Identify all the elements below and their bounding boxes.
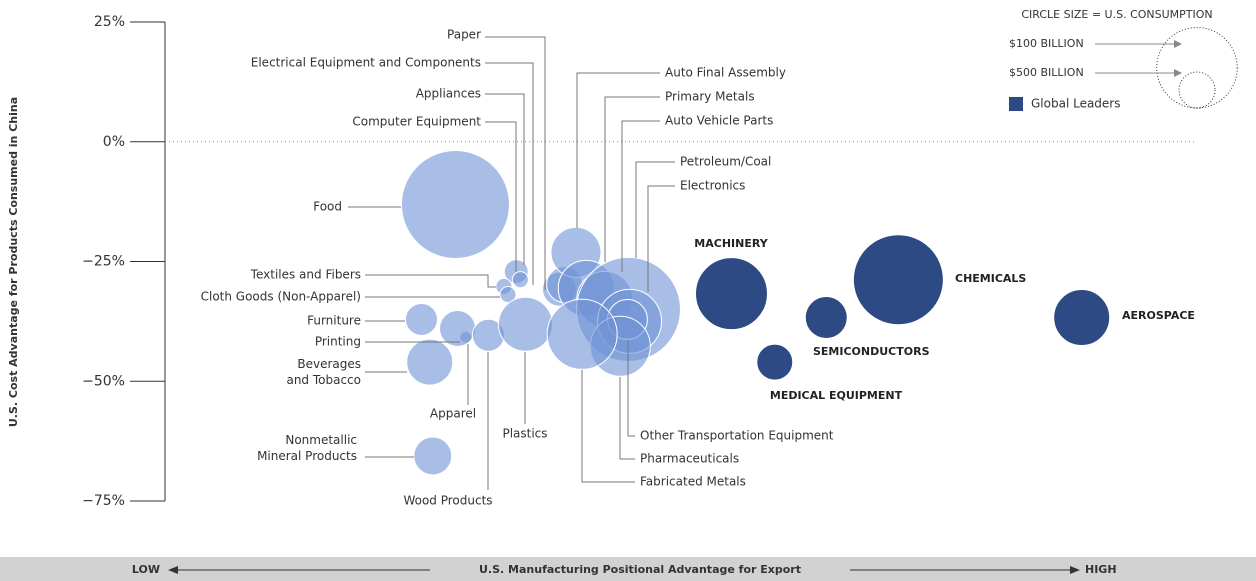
leader-label: AEROSPACE (1122, 309, 1195, 322)
bubble-label: Beverages and Tobacco (286, 357, 361, 387)
bubble-label: Other Transportation Equipment (640, 429, 834, 443)
legend-label: Global Leaders (1031, 97, 1121, 111)
legend-swatch (1009, 97, 1023, 111)
y-tick-label: 0% (103, 134, 125, 150)
leader-bubble (695, 257, 768, 331)
leader-line (627, 340, 635, 437)
bubble-label: Auto Vehicle Parts (665, 114, 773, 128)
x-axis-band (0, 557, 1256, 581)
leader-line (485, 62, 534, 285)
bubble-label: Electronics (680, 179, 745, 193)
leader-line (581, 370, 635, 483)
bubble (511, 271, 529, 289)
leader-bubble (1053, 289, 1111, 347)
leader-line (647, 185, 675, 292)
leader-label: CHEMICALS (955, 272, 1026, 285)
bubble-label: Petroleum/Coal (680, 155, 771, 169)
y-axis-title: U.S. Cost Advantage for Products Consume… (7, 97, 20, 427)
leader-bubble (804, 296, 848, 340)
leader-line (576, 72, 660, 228)
leader-bubble (852, 234, 944, 326)
size-legend-label: $100 BILLION (1009, 37, 1084, 50)
leader-line (485, 121, 517, 272)
bubble-label: Electrical Equipment and Components (251, 56, 481, 70)
y-tick-label: −25% (82, 254, 125, 270)
x-high-label: HIGH (1085, 563, 1117, 576)
leader-line (635, 161, 675, 258)
bubble-label: Cloth Goods (Non-Apparel) (201, 290, 361, 304)
size-legend-arrowhead (1174, 69, 1182, 77)
y-tick-label: −75% (82, 493, 125, 509)
bubble-label: Nonmetallic Mineral Products (257, 433, 357, 463)
bubble-label: Auto Final Assembly (665, 66, 786, 80)
size-legend-circle (1178, 71, 1216, 109)
bubble-label: Textiles and Fibers (250, 268, 361, 282)
size-legend-circle (1156, 27, 1238, 109)
x-axis-title: U.S. Manufacturing Positional Advantage … (479, 563, 801, 576)
bubble-label: Wood Products (403, 494, 492, 508)
bubble (439, 310, 477, 348)
bubble (400, 149, 510, 259)
bubble-label: Paper (447, 28, 481, 42)
bubble (413, 436, 453, 476)
leader-label: MACHINERY (694, 237, 768, 250)
leader-line (619, 377, 635, 460)
y-tick-label: 25% (94, 14, 125, 30)
x-arrow-left-head (168, 566, 178, 574)
bubble (546, 298, 618, 370)
size-legend-title: CIRCLE SIZE = U.S. CONSUMPTION (1021, 8, 1212, 21)
bubble-label: Plastics (502, 427, 547, 441)
bubble (404, 302, 438, 336)
bubble-label: Printing (315, 335, 361, 349)
bubble (406, 338, 454, 386)
leader-line (485, 93, 525, 265)
leader-label: MEDICAL EQUIPMENT (770, 389, 903, 402)
leader-bubble (756, 343, 794, 381)
leader-line (604, 96, 660, 262)
bubble (498, 296, 553, 352)
bubble-label: Food (313, 200, 342, 214)
x-arrow-right-head (1070, 566, 1080, 574)
leader-label: SEMICONDUCTORS (813, 345, 930, 358)
bubble-label: Fabricated Metals (640, 475, 746, 489)
bubble (499, 286, 517, 304)
size-legend-arrowhead (1174, 40, 1182, 48)
leader-line (621, 120, 660, 272)
leader-line (485, 36, 546, 290)
bubble-label: Pharmaceuticals (640, 452, 739, 466)
x-low-label: LOW (132, 563, 160, 576)
bubble-label: Computer Equipment (352, 115, 481, 129)
leader-line (365, 274, 496, 288)
bubble-label: Appliances (416, 87, 481, 101)
y-tick-label: −50% (82, 373, 125, 389)
bubble-label: Primary Metals (665, 90, 755, 104)
size-legend-label: $500 BILLION (1009, 66, 1084, 79)
bubble-label: Apparel (430, 407, 476, 421)
bubble-label: Furniture (307, 314, 361, 328)
